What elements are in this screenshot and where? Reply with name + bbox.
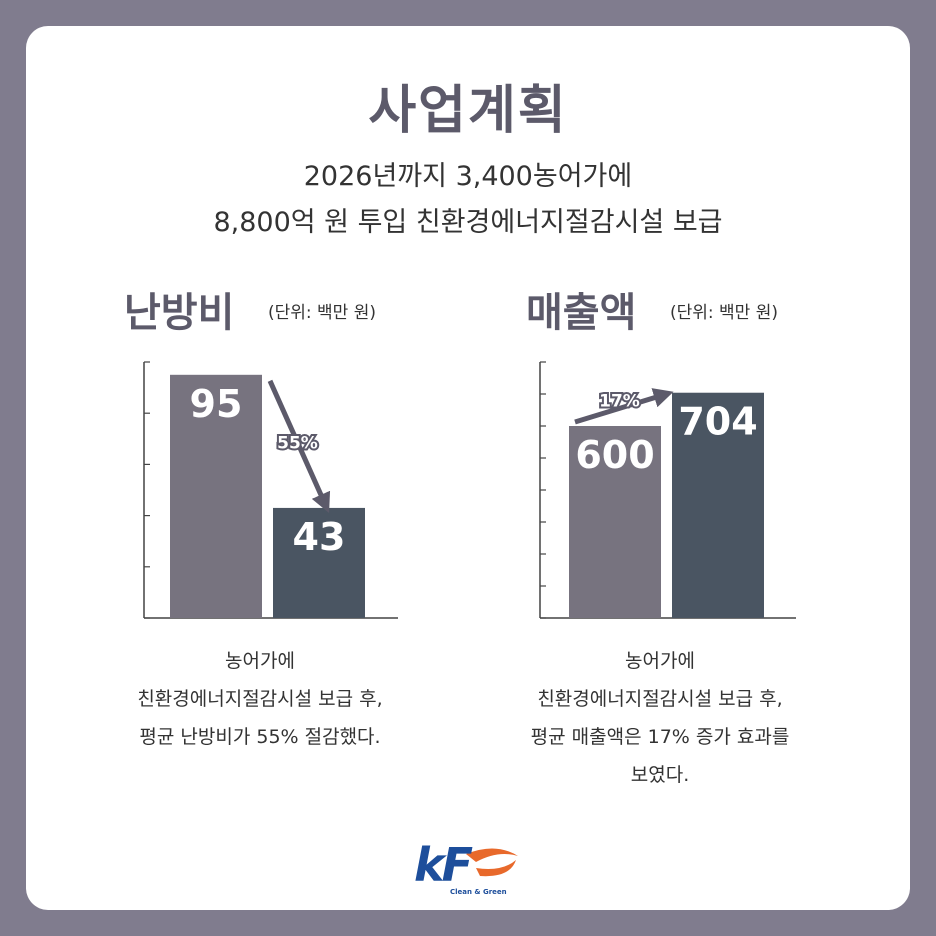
caption-line: 친환경에너지절감시설 보급 후, — [537, 688, 783, 710]
page-subtitle: 2026년까지 3,400농어가에 8,800억 원 투입 친환경에너지절감시설… — [26, 154, 910, 246]
subtitle-line-2: 8,800억 원 투입 친환경에너지절감시설 보급 — [213, 207, 723, 238]
content-card: 사업계획 2026년까지 3,400농어가에 8,800억 원 투입 친환경에너… — [26, 26, 910, 910]
caption-line: 친환경에너지절감시설 보급 후, — [137, 688, 383, 710]
bar — [672, 392, 764, 618]
bar — [273, 507, 365, 618]
change-percent-label: 17% — [599, 391, 640, 411]
caption-line: 평균 난방비가 55% 절감했다. — [139, 726, 381, 748]
heating-chart-title: 난방비 — [124, 290, 235, 336]
caption-line: 농어가에 — [625, 650, 695, 672]
caption-line: 평균 매출액은 17% 증가 효과를 — [530, 726, 790, 748]
change-arrow — [267, 379, 331, 514]
kf-logo: kF Clean & Green — [414, 838, 534, 902]
bar-value-label: 43 — [293, 515, 346, 559]
caption-line: 보였다. — [630, 764, 690, 786]
logo-text: kF — [414, 838, 473, 892]
bar-charts: 95 43 55% 600 704 17% — [143, 361, 796, 619]
revenue-chart-title: 매출액 — [526, 290, 637, 336]
logo-swoosh-icon — [466, 848, 518, 877]
bar-value-label: 95 — [190, 382, 243, 426]
bar-value-label: 704 — [678, 400, 757, 444]
bar-value-label: 600 — [575, 433, 654, 477]
subtitle-line-1: 2026년까지 3,400농어가에 — [303, 161, 633, 192]
heating-chart-unit: (단위: 백만 원) — [268, 303, 376, 323]
bar — [170, 374, 262, 618]
change-percent-label: 55% — [277, 433, 318, 453]
logo-tagline: Clean & Green — [450, 888, 507, 896]
change-arrow — [574, 388, 674, 425]
caption-line: 농어가에 — [225, 650, 295, 672]
revenue-chart-unit: (단위: 백만 원) — [670, 303, 778, 323]
bar — [569, 426, 661, 618]
page-title: 사업계획 — [368, 81, 568, 141]
